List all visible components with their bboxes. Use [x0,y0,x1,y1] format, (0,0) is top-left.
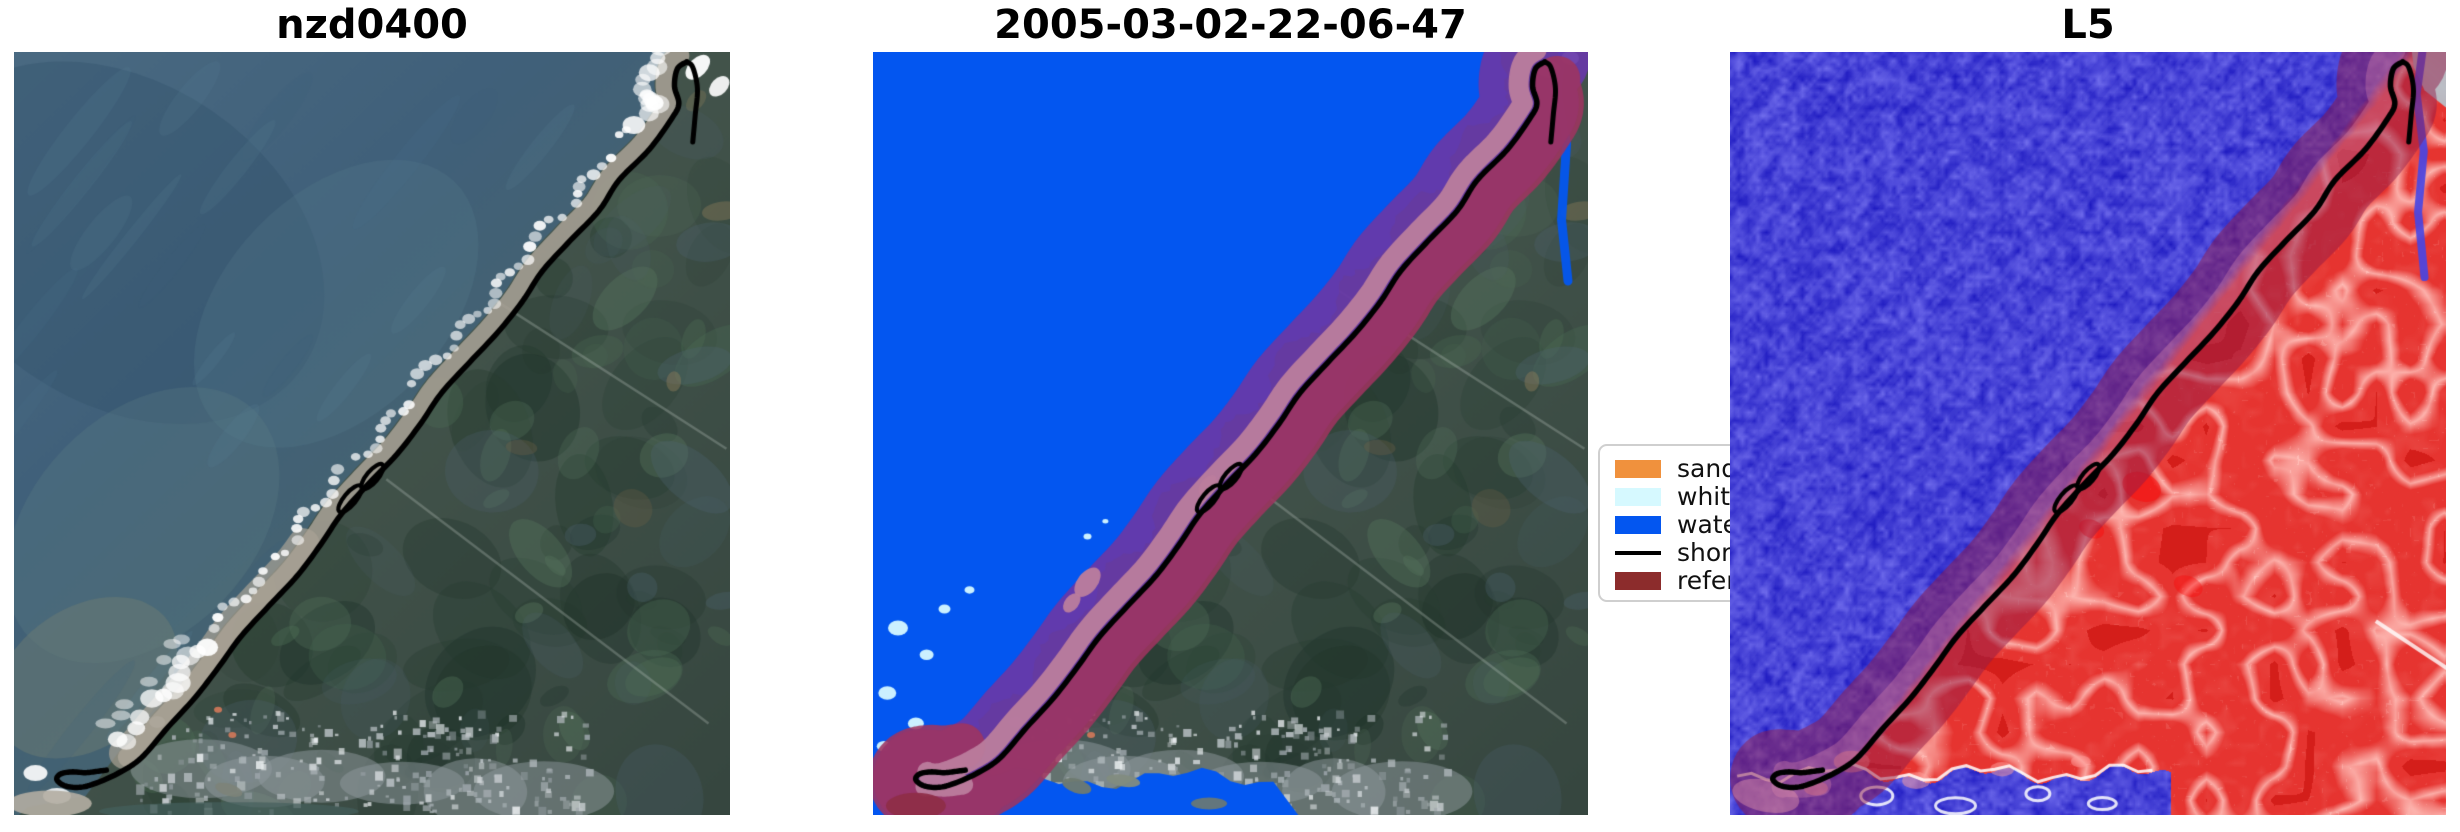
whitewater-swatch [1615,487,1661,506]
shoreline-line-swatch [1615,550,1661,555]
panel-title-classified: 2005-03-02-22-06-47 [994,2,1467,48]
water-swatch [1615,515,1661,534]
classified-image [873,52,1588,815]
panel-title-rgb: nzd0400 [276,2,468,48]
reference-swatch [1615,571,1661,590]
satellite-rgb-image [14,52,730,815]
panel-title-index: L5 [2061,2,2115,48]
legend-row-sand: sand [1615,454,1896,483]
water-index-image [1730,52,2446,815]
sand-swatch [1615,459,1661,478]
legend-label-sand: sand [1677,454,1738,483]
